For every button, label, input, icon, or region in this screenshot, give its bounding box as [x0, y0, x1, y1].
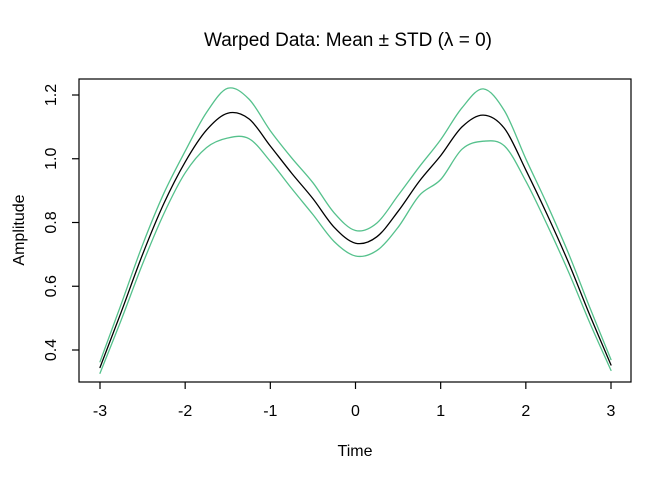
y-tick-label: 1.2 [43, 84, 60, 106]
x-tick-label: 0 [351, 403, 360, 420]
series-lines [99, 87, 612, 374]
y-tick-label: 1.0 [43, 148, 60, 170]
x-tick-label: 3 [607, 403, 616, 420]
x-tick-label: 2 [521, 403, 530, 420]
x-tick-label: -3 [93, 403, 107, 420]
x-tick-label: -1 [263, 403, 277, 420]
x-tick-label: -2 [178, 403, 192, 420]
chart-title: Warped Data: Mean ± STD (λ = 0) [204, 30, 492, 51]
x-axis-label: Time [338, 443, 373, 460]
mean-plus-std-line [99, 87, 612, 363]
y-tick-label: 0.4 [43, 339, 60, 361]
mean-line [99, 111, 612, 369]
x-tick-label: 1 [436, 403, 445, 420]
y-tick-label: 0.8 [43, 211, 60, 233]
y-axis-label: Amplitude [11, 194, 28, 265]
mean-minus-std-line [99, 135, 612, 374]
y-tick-label: 0.6 [43, 275, 60, 297]
axis-ticks: -3 -2 -1 0 1 2 3 0.4 0.6 0.8 1.0 1.2 [43, 84, 616, 420]
